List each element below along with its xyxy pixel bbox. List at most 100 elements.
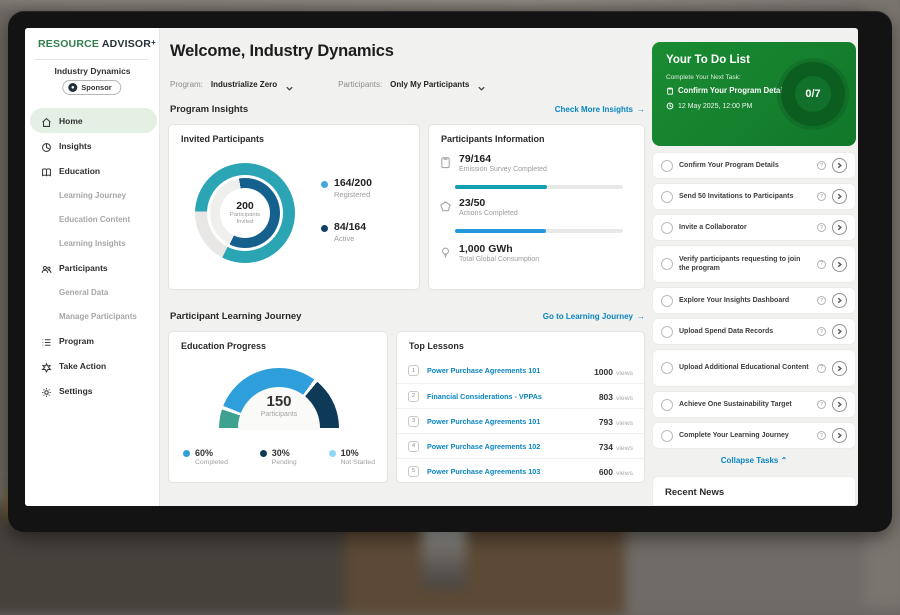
sidebar-item-participants[interactable]: Participants	[25, 255, 160, 280]
donut-center-value: 200	[236, 200, 254, 213]
lesson-rank: 5	[408, 465, 419, 477]
info-icon: ?	[817, 192, 826, 201]
legend-dot	[259, 450, 267, 457]
task-row[interactable]: Upload Spend Data Records ?	[652, 318, 856, 345]
sidebar-item-program[interactable]: Program	[25, 328, 160, 353]
clock-icon	[666, 102, 674, 110]
todo-subtitle: Complete Your Next Task:	[666, 74, 741, 81]
task-row[interactable]: Explore Your Insights Dashboard ?	[652, 287, 856, 314]
sidebar-item-insights[interactable]: Insights	[25, 133, 160, 158]
chevron-down-icon[interactable]	[477, 80, 486, 91]
invited-participants-donut-chart: 200 Participants Invited	[195, 163, 295, 263]
arrow-right-icon: →	[637, 312, 645, 321]
chevron-right-button[interactable]	[832, 397, 847, 412]
sidebar-item-home[interactable]: Home	[30, 108, 157, 133]
task-checkbox[interactable]	[661, 258, 673, 270]
people-icon	[41, 262, 52, 274]
legend-pending: 30% Pending	[259, 448, 297, 466]
insights-icon	[41, 140, 52, 152]
top-lessons-title: Top Lessons	[409, 341, 464, 351]
info-icon: ?	[817, 400, 826, 409]
filter-bar: Program: Industrialize Zero Participants…	[170, 80, 486, 91]
sidebar-item-education[interactable]: Education	[25, 158, 160, 183]
check-more-insights-link[interactable]: Check More Insights →	[554, 105, 645, 114]
task-row[interactable]: Confirm Your Program Details ?	[652, 152, 856, 179]
lesson-link[interactable]: Financial Considerations - VPPAs	[427, 391, 542, 401]
chevron-right-button[interactable]	[832, 158, 847, 173]
sidebar-item-settings[interactable]: Settings	[25, 378, 160, 403]
resource-advisor-logo: RESOURCE ADVISOR+	[38, 38, 156, 50]
lesson-rank: 1	[408, 365, 419, 376]
chevron-right-button[interactable]	[832, 220, 847, 235]
lesson-link[interactable]: Power Purchase Agreements 101	[427, 416, 541, 426]
chevron-right-button[interactable]	[832, 360, 847, 376]
info-icon: ?	[817, 223, 826, 232]
chevron-right-button[interactable]	[832, 428, 847, 443]
collapse-tasks-link[interactable]: Collapse Tasks ⌃	[720, 456, 788, 465]
page-title: Welcome, Industry Dynamics	[170, 42, 394, 60]
info-icon: ?	[817, 296, 826, 305]
task-row[interactable]: Send 50 Invitations to Participants ?	[652, 183, 856, 210]
participants-filter-label: Participants:	[338, 80, 383, 89]
spark-icon	[41, 360, 52, 373]
lesson-row: 3 Power Purchase Agreements 101 793 views	[397, 408, 644, 433]
sidebar-item-general-data[interactable]: General Data	[59, 287, 109, 297]
sidebar-item-take-action[interactable]: Take Action	[25, 353, 160, 378]
sidebar-item-learning-insights[interactable]: Learning Insights	[59, 238, 126, 248]
task-checkbox[interactable]	[661, 398, 673, 411]
lesson-link[interactable]: Power Purchase Agreements 103	[427, 466, 541, 476]
home-icon	[41, 115, 52, 127]
chevron-right-button[interactable]	[832, 293, 847, 308]
todo-header-card: Your To Do List Complete Your Next Task:…	[652, 42, 856, 146]
task-row[interactable]: Verify participants requesting to join t…	[652, 245, 856, 283]
program-insights-title: Program Insights	[170, 104, 249, 115]
sidebar-item-manage-participants[interactable]: Manage Participants	[59, 311, 137, 321]
stat-actions-completed: 23/50 Actions Completed	[439, 197, 518, 217]
monitor-bezel: RESOURCE ADVISOR+ Industry Dynamics ● Sp…	[8, 11, 892, 532]
gauge-legend: 60% Completed 30% Pending 10% Not Started	[183, 448, 375, 466]
task-row[interactable]: Complete Your Learning Journey ?	[652, 422, 856, 449]
participants-information-card: Participants Information 79/164 Emission …	[428, 124, 645, 290]
todo-due-date: 12 May 2025, 12:00 PM	[666, 102, 752, 110]
chevron-right-button[interactable]	[832, 324, 847, 339]
sidebar: RESOURCE ADVISOR+ Industry Dynamics ● Sp…	[25, 28, 160, 506]
program-filter-value[interactable]: Industrialize Zero	[210, 80, 278, 89]
task-row[interactable]: Upload Additional Educational Content ?	[652, 349, 856, 387]
gauge-center: 150 Participants	[260, 393, 298, 418]
legend-active: 84/164 Active	[321, 221, 366, 243]
task-checkbox[interactable]	[661, 325, 673, 338]
lesson-link[interactable]: Power Purchase Agreements 101	[427, 366, 541, 375]
task-checkbox[interactable]	[661, 190, 673, 203]
chevron-down-icon[interactable]	[285, 80, 294, 91]
recent-news-title: Recent News	[665, 487, 725, 498]
task-row[interactable]: Invite a Collaborator ?	[652, 214, 856, 241]
org-name: Industry Dynamics	[54, 66, 131, 76]
go-to-learning-journey-link[interactable]: Go to Learning Journey →	[542, 312, 645, 321]
book-icon	[41, 165, 52, 177]
chevron-right-button[interactable]	[832, 256, 847, 272]
list-icon	[41, 335, 52, 346]
task-checkbox[interactable]	[661, 429, 673, 442]
info-icon: ?	[817, 327, 826, 336]
legend-registered: 164/200 Registered	[321, 177, 372, 199]
legend-dot	[321, 181, 328, 188]
actions-icon	[439, 200, 452, 213]
task-checkbox[interactable]	[661, 294, 673, 307]
top-lessons-card: Top Lessons 1 Power Purchase Agreements …	[396, 331, 645, 483]
task-checkbox[interactable]	[661, 362, 673, 374]
sidebar-item-learning-journey[interactable]: Learning Journey	[59, 190, 127, 200]
lesson-row: 5 Power Purchase Agreements 103 600 views	[397, 458, 644, 483]
info-icon: ?	[817, 363, 826, 373]
chevron-right-button[interactable]	[832, 189, 847, 204]
participants-filter-value[interactable]: Only My Participants	[390, 80, 470, 89]
info-icon: ?	[817, 259, 826, 269]
sidebar-item-education-content[interactable]: Education Content	[59, 214, 131, 224]
task-checkbox[interactable]	[661, 159, 673, 172]
gear-icon	[41, 385, 52, 397]
task-row[interactable]: Achieve One Sustainability Target ?	[652, 391, 856, 418]
todo-next-task: Confirm Your Program Details	[666, 86, 789, 95]
task-checkbox[interactable]	[661, 221, 673, 234]
invited-participants-card: Invited Participants 200 Participants In…	[168, 124, 420, 290]
lesson-link[interactable]: Power Purchase Agreements 102	[427, 441, 541, 451]
clipboard-icon	[666, 87, 674, 95]
